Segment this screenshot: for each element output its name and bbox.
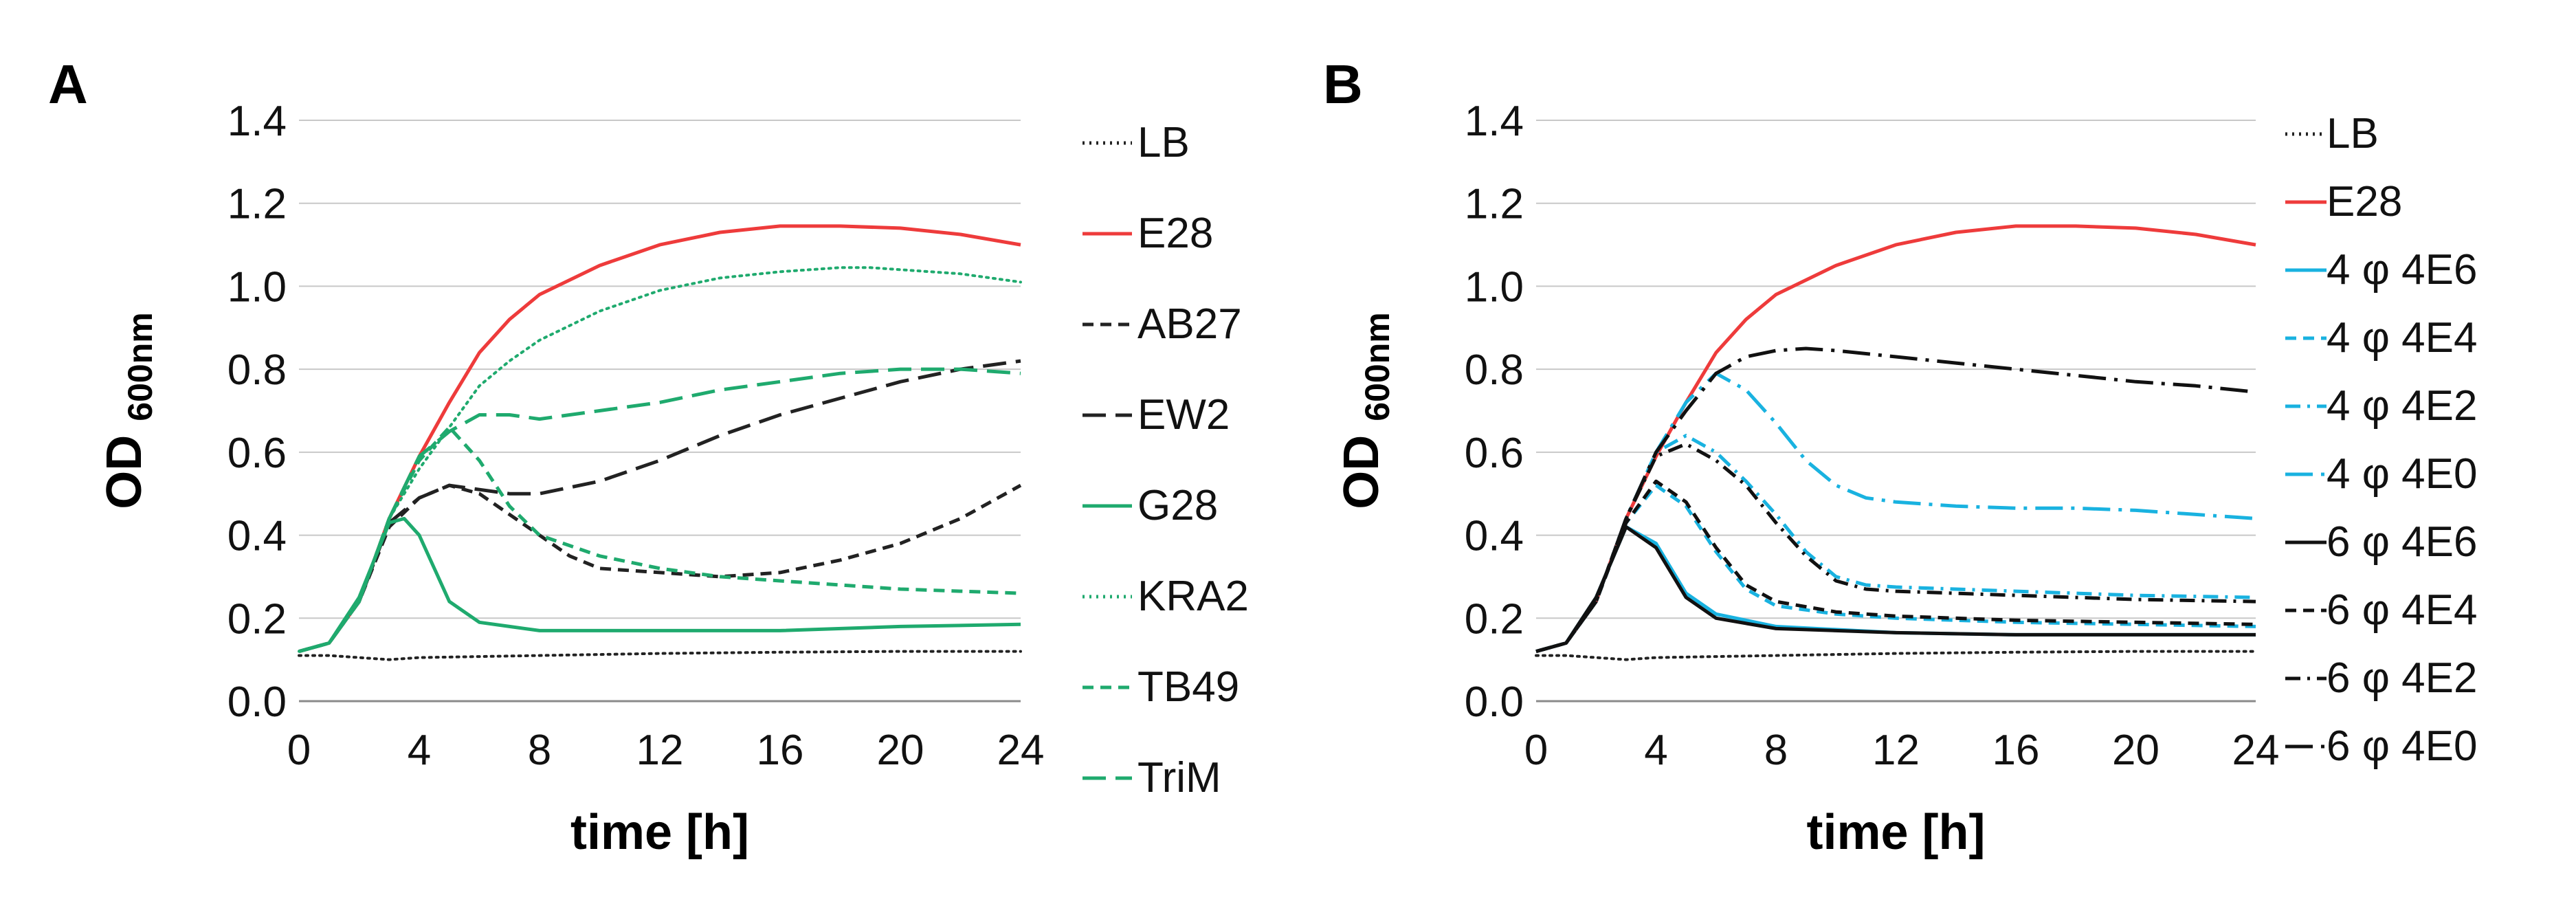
- y-tick-label: 1.4: [1465, 98, 1524, 145]
- series-line: [298, 650, 1022, 661]
- y-tick-label: 0.2: [227, 595, 287, 643]
- series-line: [1535, 525, 2256, 654]
- y-tick-label: 1.2: [1465, 181, 1524, 228]
- x-tick-label: 20: [2112, 727, 2159, 774]
- panel-letter-a: A: [48, 54, 88, 115]
- legend-label: 6 φ 4E6: [2327, 518, 2477, 566]
- legend-label: 4 φ 4E4: [2327, 314, 2477, 362]
- legend-label: TB49: [1137, 663, 1239, 711]
- legend-label: G28: [1137, 482, 1218, 529]
- series-line: [298, 266, 1022, 653]
- legend-label: 6 φ 4E2: [2327, 654, 2477, 702]
- legend-label: E28: [2327, 178, 2402, 225]
- x-tick-label: 0: [1524, 727, 1548, 774]
- y-tick-label: 0.6: [227, 430, 287, 477]
- x-tick-label: 8: [528, 727, 551, 774]
- x-tick-label: 12: [636, 727, 684, 774]
- panel-b: B 0.0 0.2 0.4 0.6 0.8 1.0 1.2 1.4 0 4 8 12 16 20 24 time…: [1323, 54, 2477, 860]
- y-tick-label: 0.6: [1465, 430, 1524, 477]
- x-tick-label: 0: [287, 727, 311, 774]
- y-tick-label: 1.4: [227, 98, 287, 145]
- legend-label: LB: [2327, 110, 2379, 157]
- y-tick-label: 0.4: [227, 513, 287, 560]
- legend-label: 4 φ 4E6: [2327, 246, 2477, 294]
- series-line: [298, 367, 1021, 654]
- y-tick-label: 1.0: [227, 263, 287, 311]
- y-tick-label: 0.8: [1465, 346, 1524, 394]
- series-line: [298, 359, 1021, 654]
- x-tick-label: 16: [757, 727, 804, 774]
- y-tick-label: 1.0: [1465, 263, 1524, 311]
- y-tick-label: 0.4: [1465, 513, 1524, 560]
- series-line: [298, 516, 1021, 654]
- x-tick-label: 12: [1872, 727, 1920, 774]
- x-tick-label: 4: [408, 727, 431, 774]
- panel-a: A 0.0 0.2 0.4 0.6 0.8 1.0 1.2 1.4 0 4 8 12 16 20 24 time…: [48, 54, 1249, 860]
- legend-label: AB27: [1137, 300, 1242, 348]
- series-line: [1535, 346, 2256, 654]
- legend-label: TriM: [1137, 754, 1221, 802]
- legend-label: EW2: [1137, 391, 1230, 439]
- x-tick-label: 20: [877, 727, 924, 774]
- y-tick-label: 0.8: [227, 346, 287, 394]
- legend-label: LB: [1137, 119, 1190, 166]
- series-line: [1535, 371, 2256, 654]
- x-tick-label: 16: [1992, 727, 2040, 774]
- x-tick-label: 24: [997, 727, 1045, 774]
- x-tick-label: 24: [2232, 727, 2280, 774]
- legend-label: 4 φ 4E0: [2327, 450, 2477, 498]
- x-axis-label: time [h]: [1807, 805, 1986, 860]
- series-line: [1535, 650, 2257, 661]
- series-line: [1535, 442, 2256, 654]
- legend-label: 6 φ 4E0: [2327, 722, 2477, 770]
- y-tick-label: 0.0: [227, 678, 287, 726]
- x-tick-label: 4: [1644, 727, 1667, 774]
- legend-label: E28: [1137, 210, 1213, 257]
- x-tick-label: 8: [1764, 727, 1788, 774]
- legend-label: 6 φ 4E4: [2327, 586, 2477, 634]
- y-axis-label: OD 600nm: [97, 312, 159, 509]
- legend-label: KRA2: [1137, 573, 1249, 620]
- y-tick-label: 0.2: [1465, 595, 1524, 643]
- series-line: [298, 426, 1021, 654]
- y-tick-label: 1.2: [227, 181, 287, 228]
- legend-label: 4 φ 4E2: [2327, 382, 2477, 430]
- y-axis-label: OD 600nm: [1334, 312, 1397, 509]
- panel-letter-b: B: [1323, 54, 1363, 115]
- y-tick-label: 0.0: [1465, 678, 1524, 726]
- series-line: [1535, 434, 2256, 654]
- x-axis-label: time [h]: [570, 805, 749, 860]
